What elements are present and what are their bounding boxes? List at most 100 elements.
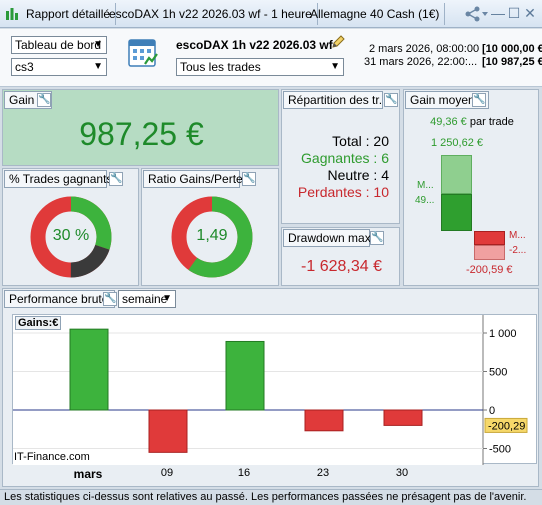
capital-start: [10 000,00 € <box>482 43 542 55</box>
pct-trades-panel-title: % Trades gagnants <box>4 170 112 188</box>
pct-trades-panel: % Trades gagnants 🔧 30 % <box>2 168 139 286</box>
edit-icon[interactable] <box>330 34 346 50</box>
avg-per-trade: 49,36 € par trade <box>404 116 540 128</box>
gain-label-top: M... <box>417 180 434 191</box>
period-end: 31 mars 2026, 22:00:... <box>364 56 478 68</box>
wrench-icon[interactable]: 🔧 <box>384 93 398 107</box>
chevron-down-icon: ▼ <box>93 61 103 72</box>
wrench-icon[interactable]: 🔧 <box>370 231 384 245</box>
last-value-label: -200,29 <box>488 420 525 432</box>
account-select[interactable]: cs3 ▼ <box>11 58 107 76</box>
series-legend: Gains:€ <box>15 316 62 330</box>
win-label: Gagnantes <box>301 150 370 166</box>
account-select-value: cs3 <box>15 60 34 74</box>
wrench-icon[interactable]: 🔧 <box>472 93 486 107</box>
avg-per-trade-suffix: par trade <box>469 116 514 128</box>
trades-filter-value: Tous les trades <box>180 60 261 74</box>
x-tick-label: 30 <box>395 467 409 479</box>
win-row: Gagnantes : 6 <box>301 150 389 166</box>
repartition-panel-title: Répartition des tr... <box>283 91 383 109</box>
app-logo-icon <box>5 6 19 21</box>
performance-bar-chart: 1 000 500 0 -500 -200,29 <box>13 315 528 465</box>
avg-per-trade-value: 49,36 € <box>430 116 467 128</box>
x-tick-label: 09 <box>160 467 174 479</box>
ratio-donut <box>171 196 253 278</box>
performance-title-label: Performance brute <box>9 292 109 306</box>
gain-moyen-panel-title: Gain moyen <box>405 91 489 109</box>
drawdown-value: -1 628,34 € <box>301 258 382 275</box>
y-tick-label: -500 <box>489 444 511 456</box>
wrench-icon[interactable]: 🔧 <box>103 292 117 306</box>
period-select-value: semaine <box>122 292 168 306</box>
total-label: Total <box>332 133 362 149</box>
total-value: 20 <box>373 133 389 149</box>
chart-bar <box>69 328 109 411</box>
drawdown-panel-title: Drawdown max <box>283 229 371 247</box>
maximize-button[interactable]: ☐ <box>507 5 521 21</box>
disclaimer-footer: Les statistiques ci-dessus sont relative… <box>0 489 542 505</box>
report-calendar-icon[interactable] <box>127 37 159 69</box>
gain-max-bar <box>441 155 472 194</box>
donut-win-arc <box>30 196 112 278</box>
drawdown-title-label: Drawdown max <box>288 231 371 245</box>
gain-panel: Gain 🔧 987,25 € <box>2 89 279 166</box>
total-row: Total : 20 <box>332 133 389 149</box>
wrench-icon[interactable]: 🔧 <box>37 93 51 107</box>
chevron-down-icon: ▼ <box>162 293 172 304</box>
performance-panel-title: Performance brute <box>4 290 115 308</box>
tab-instrument[interactable]: Allemagne 40 Cash (1€) <box>305 3 446 25</box>
last-value-badge <box>484 417 528 433</box>
view-select-value: Tableau de bord <box>15 38 102 52</box>
loss-row: Perdantes : 10 <box>297 184 389 200</box>
neutral-label: Neutre <box>327 167 370 183</box>
repartition-panel: Répartition des tr... 🔧 Total : 20 Gagna… <box>281 89 400 224</box>
chevron-down-icon: ▼ <box>93 39 103 50</box>
chart-bar <box>225 340 265 411</box>
ratio-panel-title: Ratio Gains/Pertes <box>143 170 249 188</box>
title-bar: Rapport détaillé escoDAX 1h v22 2026.03 … <box>0 0 542 28</box>
y-tick-label: 0 <box>489 405 495 417</box>
win-value: 6 <box>381 150 389 166</box>
strategy-name: escoDAX 1h v22 2026.03 wf <box>176 38 333 52</box>
ratio-win-arc <box>171 196 253 278</box>
trades-filter-select[interactable]: Tous les trades ▼ <box>176 58 344 76</box>
pct-trades-value: 30 % <box>52 227 90 244</box>
wrench-icon[interactable]: 🔧 <box>242 172 256 186</box>
tab-rapport-detaille[interactable]: Rapport détaillé <box>21 3 117 25</box>
close-button[interactable]: ✕ <box>524 5 536 21</box>
loss-max-bar <box>474 245 505 260</box>
x-tick-label: 16 <box>237 467 251 479</box>
period-select[interactable]: semaine ▼ <box>118 290 176 308</box>
chevron-down-icon: ▼ <box>330 61 340 72</box>
donut-neutral-arc <box>30 196 112 278</box>
wrench-icon[interactable]: 🔧 <box>109 172 123 186</box>
ratio-title-label: Ratio Gains/Pertes <box>148 172 249 186</box>
chart-bar <box>304 409 344 432</box>
loss-label-top: M... <box>509 230 526 241</box>
minimize-button[interactable]: — <box>491 5 505 21</box>
ratio-value: 1,49 <box>196 227 228 244</box>
y-tick-label: 500 <box>489 367 507 379</box>
performance-chart[interactable]: 1 000 500 0 -500 -200,29 Gains:€ IT-Finance.… <box>12 314 537 465</box>
neutral-value: 4 <box>381 167 389 183</box>
pct-trades-title-label: % Trades gagnants <box>9 172 113 186</box>
chart-bar <box>383 409 423 426</box>
repartition-title-label: Répartition des tr... <box>288 93 383 107</box>
gain-label-bottom: 49... <box>415 195 435 206</box>
share-icon[interactable] <box>465 6 481 22</box>
tab-strategy[interactable]: escoDAX 1h v22 2026.03 wf - 1 heure <box>104 3 318 25</box>
view-select[interactable]: Tableau de bord ▼ <box>11 36 107 54</box>
gain-value: 987,25 € <box>79 116 204 152</box>
dropdown-arrow-icon[interactable] <box>482 12 488 16</box>
series-unit: € <box>52 317 59 329</box>
neutral-row: Neutre : 4 <box>327 167 390 183</box>
gain-moyen-title-label: Gain moyen <box>410 93 475 107</box>
ratio-panel: Ratio Gains/Pertes 🔧 1,49 <box>141 168 279 286</box>
pct-trades-donut <box>30 196 112 278</box>
drawdown-panel: Drawdown max 🔧 -1 628,34 € <box>281 227 400 286</box>
report-header: Tableau de bord ▼ cs3 ▼ escoDAX 1h v22 2… <box>0 29 542 87</box>
loss-avg-bar <box>474 231 505 245</box>
gain-title-label: Gain <box>9 93 35 107</box>
x-tick-label: 23 <box>316 467 330 479</box>
disclaimer-text: Les statistiques ci-dessus sont relative… <box>4 491 527 503</box>
